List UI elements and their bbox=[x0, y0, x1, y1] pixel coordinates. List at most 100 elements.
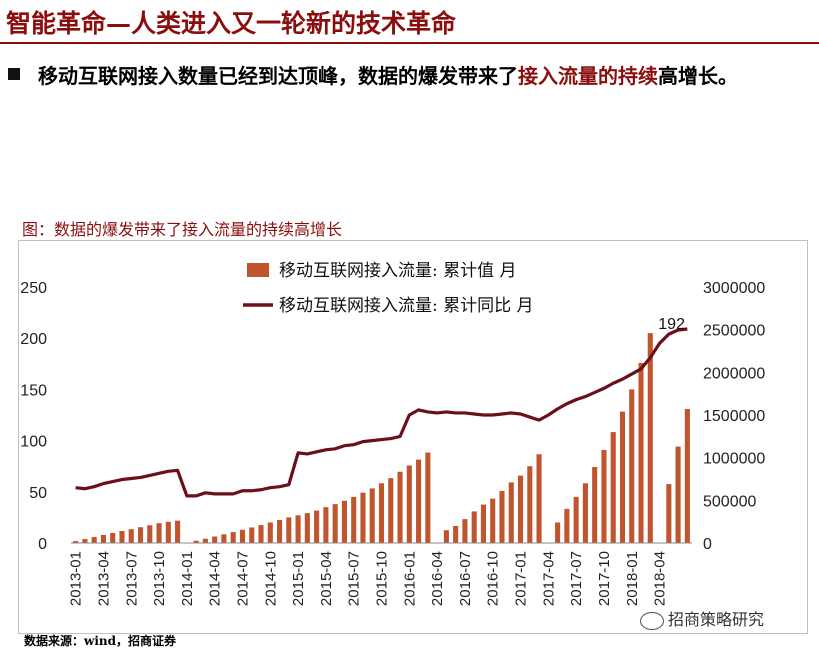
bar bbox=[406, 465, 412, 543]
bar bbox=[137, 527, 144, 543]
x-axis-tick-label: 2015-10 bbox=[374, 551, 391, 606]
bullet-paragraph: 移动互联网接入数量已经到达顶峰，数据的爆发带来了接入流量的持续高增长。 bbox=[38, 58, 808, 94]
bar bbox=[73, 541, 79, 543]
bar bbox=[295, 515, 301, 543]
bar bbox=[82, 539, 88, 543]
right-axis-tick-label: 0 bbox=[703, 536, 712, 553]
bar bbox=[378, 483, 385, 543]
bar bbox=[323, 507, 329, 543]
x-axis-tick-label: 2014-07 bbox=[234, 551, 251, 606]
bar bbox=[471, 511, 477, 543]
wechat-icon bbox=[640, 611, 664, 630]
bar bbox=[480, 504, 487, 543]
bar bbox=[128, 529, 134, 543]
left-axis-tick-label: 200 bbox=[20, 331, 47, 348]
x-axis-tick-label: 2014-01 bbox=[179, 551, 196, 606]
page-title: 智能革命—人类进入又一轮新的技术革命 bbox=[6, 9, 457, 38]
bar bbox=[517, 475, 524, 543]
x-axis-tick-label: 2016-07 bbox=[457, 551, 474, 606]
bar bbox=[156, 523, 162, 543]
bar bbox=[684, 409, 690, 543]
bar bbox=[555, 522, 561, 543]
bar bbox=[462, 519, 468, 543]
bar bbox=[573, 496, 579, 543]
bar bbox=[619, 411, 626, 543]
bar bbox=[425, 452, 431, 543]
x-axis-tick-label: 2013-07 bbox=[123, 551, 140, 606]
bullet-text-end: 高增长。 bbox=[658, 64, 738, 88]
bar bbox=[147, 525, 153, 543]
left-axis-tick-label: 250 bbox=[20, 280, 47, 297]
bar bbox=[258, 525, 264, 543]
x-axis-tick-label: 2017-04 bbox=[540, 551, 557, 606]
bar bbox=[360, 492, 366, 543]
legend-line-label: 移动互联网接入流量: 累计同比 月 bbox=[279, 296, 534, 316]
left-axis-tick-label: 150 bbox=[20, 382, 47, 399]
bar bbox=[536, 454, 542, 543]
figure-caption: 图：数据的爆发带来了接入流量的持续高增长 bbox=[22, 220, 343, 239]
right-axis-tick-label: 3000000 bbox=[703, 280, 765, 297]
x-axis-tick-label: 2015-04 bbox=[318, 551, 335, 606]
legend-bar-swatch bbox=[247, 263, 269, 277]
bar bbox=[221, 534, 227, 543]
bar bbox=[564, 508, 570, 543]
x-axis-tick-label: 2016-10 bbox=[485, 551, 502, 606]
bar bbox=[592, 467, 598, 543]
bar bbox=[453, 525, 459, 543]
bar bbox=[239, 529, 246, 543]
bar bbox=[230, 532, 236, 543]
bar bbox=[286, 517, 292, 543]
bar bbox=[249, 527, 255, 543]
right-axis-tick-label: 2500000 bbox=[703, 323, 765, 340]
bar bbox=[397, 471, 403, 543]
bar bbox=[666, 484, 672, 543]
bar bbox=[443, 530, 449, 543]
x-axis-tick-label: 2015-01 bbox=[290, 551, 307, 606]
bar bbox=[416, 459, 422, 543]
left-axis-tick-label: 50 bbox=[29, 485, 47, 502]
bar bbox=[202, 538, 208, 543]
chart-frame: 0 50 100 150 200 250 0 500000 1000000 1500000 2000… bbox=[18, 240, 808, 634]
x-axis-tick-label: 2015-07 bbox=[346, 551, 363, 606]
x-axis-tick-label: 2016-04 bbox=[429, 551, 446, 606]
bar bbox=[165, 521, 171, 543]
bar bbox=[647, 333, 653, 543]
bar bbox=[499, 490, 505, 543]
bar bbox=[314, 510, 320, 543]
watermark: 招商策略研究 bbox=[640, 606, 764, 630]
bar bbox=[388, 478, 394, 543]
bar bbox=[193, 540, 199, 543]
bar bbox=[629, 389, 635, 543]
x-axis-tick-label: 2017-01 bbox=[513, 551, 530, 606]
bullet-text-highlight: 接入流量的持续 bbox=[518, 64, 658, 88]
bar bbox=[351, 496, 357, 543]
data-source: 数据来源：wind，招商证券 bbox=[24, 634, 177, 648]
bar bbox=[341, 500, 347, 543]
combo-chart: 0 50 100 150 200 250 0 500000 1000000 1500000 2000… bbox=[20, 261, 765, 606]
bar bbox=[601, 449, 607, 543]
bar bbox=[110, 532, 116, 543]
bar bbox=[175, 520, 181, 543]
bullet-text-main: 移动互联网接入数量已经到达顶峰，数据的爆发带来了 bbox=[38, 64, 518, 88]
bar bbox=[277, 519, 283, 543]
right-axis-tick-label: 500000 bbox=[703, 493, 756, 510]
left-axis-tick-label: 0 bbox=[38, 536, 47, 553]
x-axis-tick-label: 2018-04 bbox=[652, 551, 669, 606]
bar bbox=[304, 513, 310, 543]
x-axis-tick-label: 2013-01 bbox=[68, 551, 85, 606]
x-axis-tick-label: 2018-01 bbox=[624, 551, 641, 606]
right-axis-tick-label: 2000000 bbox=[703, 365, 765, 382]
x-axis-tick-label: 2014-04 bbox=[207, 551, 224, 606]
bar bbox=[638, 362, 644, 543]
title-divider bbox=[0, 42, 819, 44]
bar bbox=[369, 488, 375, 543]
bar bbox=[119, 531, 125, 543]
bar bbox=[267, 522, 273, 543]
left-axis-tick-label: 100 bbox=[20, 434, 47, 451]
legend-bar-label: 移动互联网接入流量: 累计值 月 bbox=[279, 261, 517, 281]
x-axis-tick-label: 2017-07 bbox=[568, 551, 585, 606]
peak-annotation: 192 bbox=[658, 316, 685, 333]
bar bbox=[610, 432, 616, 543]
bar bbox=[508, 482, 514, 543]
bar bbox=[582, 483, 588, 543]
